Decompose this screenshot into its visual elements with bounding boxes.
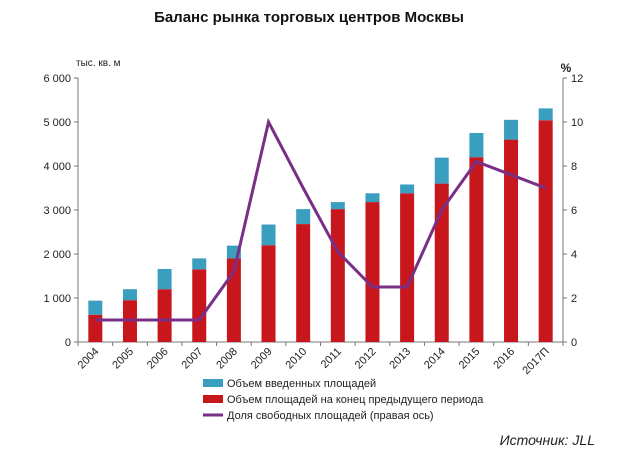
bar-existing-space bbox=[504, 139, 519, 342]
right-tick-label: 12 bbox=[571, 73, 583, 85]
bar-existing-space bbox=[434, 183, 449, 342]
bar-existing-space bbox=[192, 269, 207, 342]
bar-new-space bbox=[330, 202, 345, 210]
x-tick-label: 2014 bbox=[422, 346, 448, 372]
bar-existing-space bbox=[226, 258, 241, 342]
bar-existing-space bbox=[538, 120, 553, 343]
right-tick-label: 0 bbox=[571, 337, 577, 349]
bar-new-space bbox=[296, 209, 311, 225]
bar-existing-space bbox=[261, 245, 276, 342]
left-tick-label: 3 000 bbox=[43, 205, 71, 217]
left-tick-label: 4 000 bbox=[43, 161, 71, 173]
legend-label: Объем площадей на конец предыдущего пери… bbox=[227, 394, 484, 406]
x-tick-label: 2015 bbox=[457, 346, 483, 372]
source-text: Источник: JLL bbox=[500, 432, 595, 448]
bar-new-space bbox=[504, 119, 519, 140]
legend-label: Объем введенных площадей bbox=[227, 378, 376, 390]
bar-new-space bbox=[538, 108, 553, 121]
bar-new-space bbox=[434, 157, 449, 184]
bar-existing-space bbox=[400, 193, 415, 342]
x-tick-label: 2012 bbox=[353, 346, 379, 372]
legend: Объем введенных площадей Объем площадей н… bbox=[203, 378, 484, 422]
x-tick-label: 2013 bbox=[387, 346, 413, 372]
x-tick-label: 2016 bbox=[491, 346, 517, 372]
bar-new-space bbox=[400, 184, 415, 194]
bar-new-space bbox=[157, 268, 172, 290]
x-tick-label: 2009 bbox=[249, 346, 275, 372]
x-tick-label: 2011 bbox=[319, 346, 344, 371]
left-tick-label: 0 bbox=[65, 337, 71, 349]
right-axis-unit: % bbox=[561, 61, 572, 75]
bar-existing-space bbox=[330, 209, 345, 342]
left-axis-unit: тыс. кв. м bbox=[76, 58, 121, 69]
bar-new-space bbox=[122, 289, 137, 301]
chart-title: Баланс рынка торговых центров Москвы bbox=[154, 9, 464, 26]
x-tick-label: 2005 bbox=[110, 346, 136, 372]
right-tick-label: 10 bbox=[571, 117, 583, 129]
right-tick-label: 2 bbox=[571, 293, 577, 305]
vacancy-line bbox=[95, 117, 547, 322]
bar-new-space bbox=[192, 258, 207, 270]
bar-existing-space bbox=[88, 314, 103, 342]
bar-existing-space bbox=[469, 157, 484, 342]
x-tick-label: 2010 bbox=[284, 346, 310, 372]
left-tick-label: 5 000 bbox=[43, 117, 71, 129]
bar-new-space bbox=[365, 193, 380, 203]
bar-existing-space bbox=[365, 202, 380, 342]
x-tick-label: 2007 bbox=[180, 346, 206, 372]
plot-area: 0 1 000 2 000 3 000 4 000 5 000 6 000 0 2 4 6 8 10 12… bbox=[43, 73, 583, 377]
left-tick-label: 2 000 bbox=[43, 249, 71, 261]
bar-new-space bbox=[469, 133, 484, 158]
bar-existing-space bbox=[157, 289, 172, 342]
legend-swatch bbox=[203, 395, 223, 403]
left-tick-label: 6 000 bbox=[43, 73, 71, 85]
x-tick-label: 2004 bbox=[76, 346, 102, 372]
bar-new-space bbox=[261, 224, 276, 246]
x-tick-label: 2006 bbox=[145, 346, 171, 372]
right-tick-label: 8 bbox=[571, 161, 577, 173]
right-tick-label: 6 bbox=[571, 205, 577, 217]
bar-new-space bbox=[88, 300, 103, 315]
legend-label: Доля свободных площадей (правая ось) bbox=[227, 410, 434, 422]
bar-existing-space bbox=[296, 224, 311, 342]
legend-swatch bbox=[203, 379, 223, 387]
right-tick-label: 4 bbox=[571, 249, 577, 261]
x-tick-label: 2017П bbox=[520, 346, 551, 377]
x-tick-label: 2008 bbox=[214, 346, 240, 372]
left-tick-label: 1 000 bbox=[43, 293, 71, 305]
